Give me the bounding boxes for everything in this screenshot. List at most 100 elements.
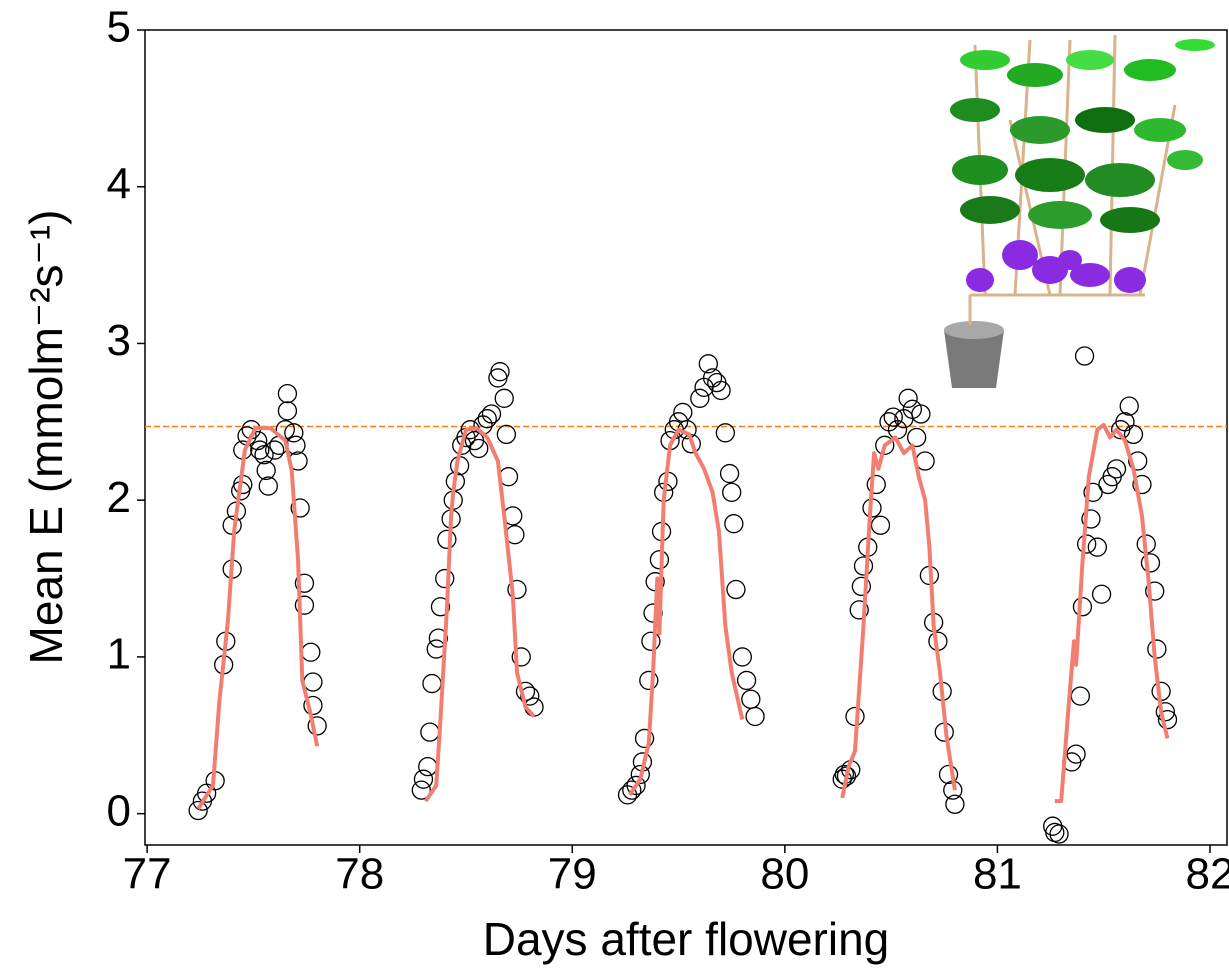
x-tick-label: 82 [1186,850,1229,899]
data-point [277,401,298,421]
data-point [494,388,514,408]
data-point [490,362,510,382]
data-point [188,800,208,821]
data-point [906,427,927,448]
data-point [698,354,718,374]
data-point [711,380,731,401]
data-point [307,716,327,736]
data-point [626,775,646,796]
plot-frame [144,29,1228,846]
data-point [938,764,959,785]
data-point [1123,424,1144,445]
x-axis-label: Days after flowering [483,913,890,965]
data-point [622,780,642,800]
data-point [413,769,434,789]
data-point [870,515,891,535]
data-point [1091,584,1112,604]
data-point [477,409,497,429]
y-tick-label: 4 [107,159,131,208]
data-point [294,595,315,615]
data-point [430,597,451,617]
data-point [418,756,438,777]
data-point [284,423,304,443]
data-point [883,407,903,427]
data-point [1083,482,1103,503]
data-point [898,388,918,408]
data-point [1128,451,1148,471]
data-point [649,550,670,570]
model-line [423,426,536,803]
leaves [950,39,1215,233]
data-point [715,423,735,443]
data-point [1049,824,1069,844]
y-axis-label: Mean E (mmolm⁻²s⁻¹) [20,210,72,665]
data-point [507,579,527,600]
data-point [851,576,872,597]
data-point [258,476,278,496]
data-point [1074,346,1095,366]
data-point [1081,509,1101,529]
data-point [303,672,323,692]
data-point [254,445,274,465]
pot [944,330,1004,388]
data-point [481,404,502,424]
x-tick-label: 81 [973,850,1022,899]
data-point [1132,474,1152,495]
pot-rim [944,321,1004,339]
data-point [1147,639,1167,659]
data-point [422,673,442,694]
data-point [511,647,531,667]
data-point [722,482,742,503]
plant-illustration [944,34,1215,388]
data-point [745,706,765,727]
data-point [732,647,752,667]
data-point [1070,686,1090,706]
data-point [303,695,323,716]
data-point [853,556,874,576]
data-point [420,722,440,742]
data-point [277,383,298,404]
model-line [628,427,745,796]
data-point [256,460,276,481]
data-point [1087,537,1107,557]
data-point [411,780,431,800]
data-point [250,440,270,460]
data-point [435,568,455,589]
data-point [1077,534,1097,554]
model-line [196,426,320,811]
data-point [866,474,886,495]
data-point [634,728,655,749]
data-point [849,600,869,620]
data-point [428,628,449,648]
data-point [911,404,931,424]
data-point [690,388,710,408]
y-tick-label: 3 [107,316,131,365]
data-point [719,463,740,484]
x-tick-label: 77 [123,850,172,899]
model-line [1054,422,1170,804]
model-line [840,435,957,799]
y-tick-label: 0 [107,786,131,835]
y-tick-label: 2 [107,473,131,522]
data-point [945,794,965,814]
data-point [741,689,761,709]
data-point [1072,597,1093,617]
x-tick-label: 80 [760,850,809,899]
x-tick-label: 79 [548,850,597,899]
data-point [290,498,310,518]
data-point [265,440,285,460]
data-point [639,670,659,691]
data-point [726,579,746,600]
data-point [875,435,895,455]
data-point [1106,459,1127,479]
grapes [966,240,1146,293]
data-point [301,642,321,662]
data-point [1145,581,1165,601]
data-point [469,438,489,459]
data-point [724,514,744,534]
data-point [1155,702,1176,722]
data-point [736,670,757,691]
x-tick-label: 78 [335,850,384,899]
